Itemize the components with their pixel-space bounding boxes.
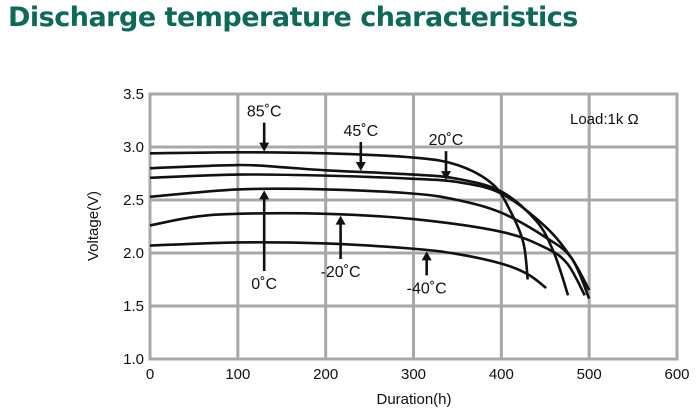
arrows: 85˚C 45˚C 20˚C 0˚C -20˚C -40˚C <box>247 104 464 298</box>
x-tick-label: 100 <box>225 366 250 383</box>
series-label: 0˚C <box>251 276 277 293</box>
series-line <box>149 173 591 291</box>
x-tick-label: 400 <box>489 366 514 383</box>
y-tick-label: 2.0 <box>123 245 144 262</box>
arrowhead <box>335 215 346 225</box>
y-axis-title: Voltage(V) <box>85 191 102 261</box>
x-tick-label: 500 <box>577 366 602 383</box>
arrowhead <box>440 171 451 181</box>
plot-frame <box>148 92 679 361</box>
curves <box>149 150 591 300</box>
series-label: -40˚C <box>407 280 447 297</box>
x-tick-label: 600 <box>664 366 689 383</box>
chart-title: Discharge temperature characteristics <box>8 2 578 33</box>
load-annotation: Load:1k Ω <box>570 111 639 128</box>
y-tick-label: 3.5 <box>123 86 144 103</box>
series-line <box>149 187 591 300</box>
x-tick-label: 300 <box>401 366 426 383</box>
series-line <box>149 240 547 290</box>
y-tick-label: 1.5 <box>123 298 144 315</box>
y-tick-label: 1.0 <box>123 351 144 368</box>
y-tick-label: 2.5 <box>123 192 144 209</box>
series-label: 20˚C <box>429 132 464 149</box>
series-label: 85˚C <box>247 104 282 121</box>
grid <box>148 92 679 361</box>
arrowhead <box>259 142 270 152</box>
tick-labels: 0 100 200 300 400 500 600 1.0 1.5 2.0 2.5 3.0 3.5 <box>123 86 689 383</box>
series-line <box>149 211 586 297</box>
y-tick-label: 3.0 <box>123 139 144 156</box>
series-label: -20˚C <box>321 264 361 281</box>
x-tick-label: 0 <box>146 366 154 383</box>
x-tick-label: 200 <box>313 366 338 383</box>
arrowhead <box>259 190 270 200</box>
series-line <box>149 163 570 296</box>
arrowhead <box>355 162 366 172</box>
series-line <box>149 150 529 280</box>
x-axis-title: Duration(h) <box>376 391 451 408</box>
series-label: 45˚C <box>343 123 378 140</box>
arrowhead <box>421 251 432 261</box>
